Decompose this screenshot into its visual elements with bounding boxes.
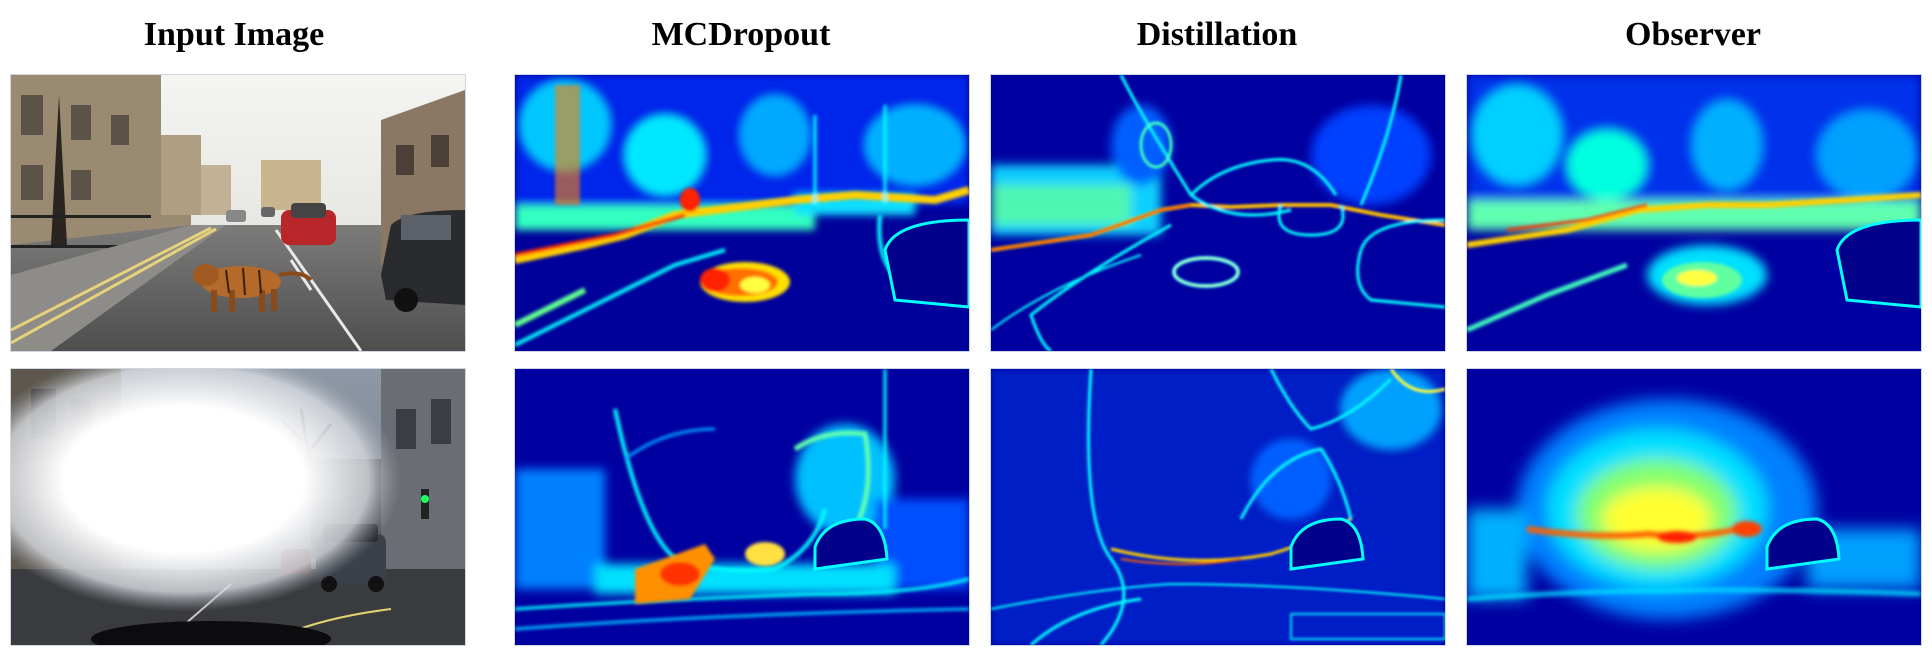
input-image-glare-street — [10, 368, 466, 646]
column-title-distillation: Distillation — [1136, 16, 1298, 53]
heatmap-mcdropout-glare — [514, 368, 970, 646]
column-title-input-image: Input Image — [143, 16, 325, 53]
heatmap-observer-glare — [1466, 368, 1922, 646]
heatmap-observer-tiger — [1466, 74, 1922, 352]
input-image-tiger-street — [10, 74, 466, 352]
heatmap-distillation-glare — [990, 368, 1446, 646]
heatmap-mcdropout-tiger — [514, 74, 970, 352]
column-title-mcdropout: MCDropout — [651, 16, 831, 53]
column-title-observer: Observer — [1625, 16, 1761, 53]
heatmap-distillation-tiger — [990, 74, 1446, 352]
